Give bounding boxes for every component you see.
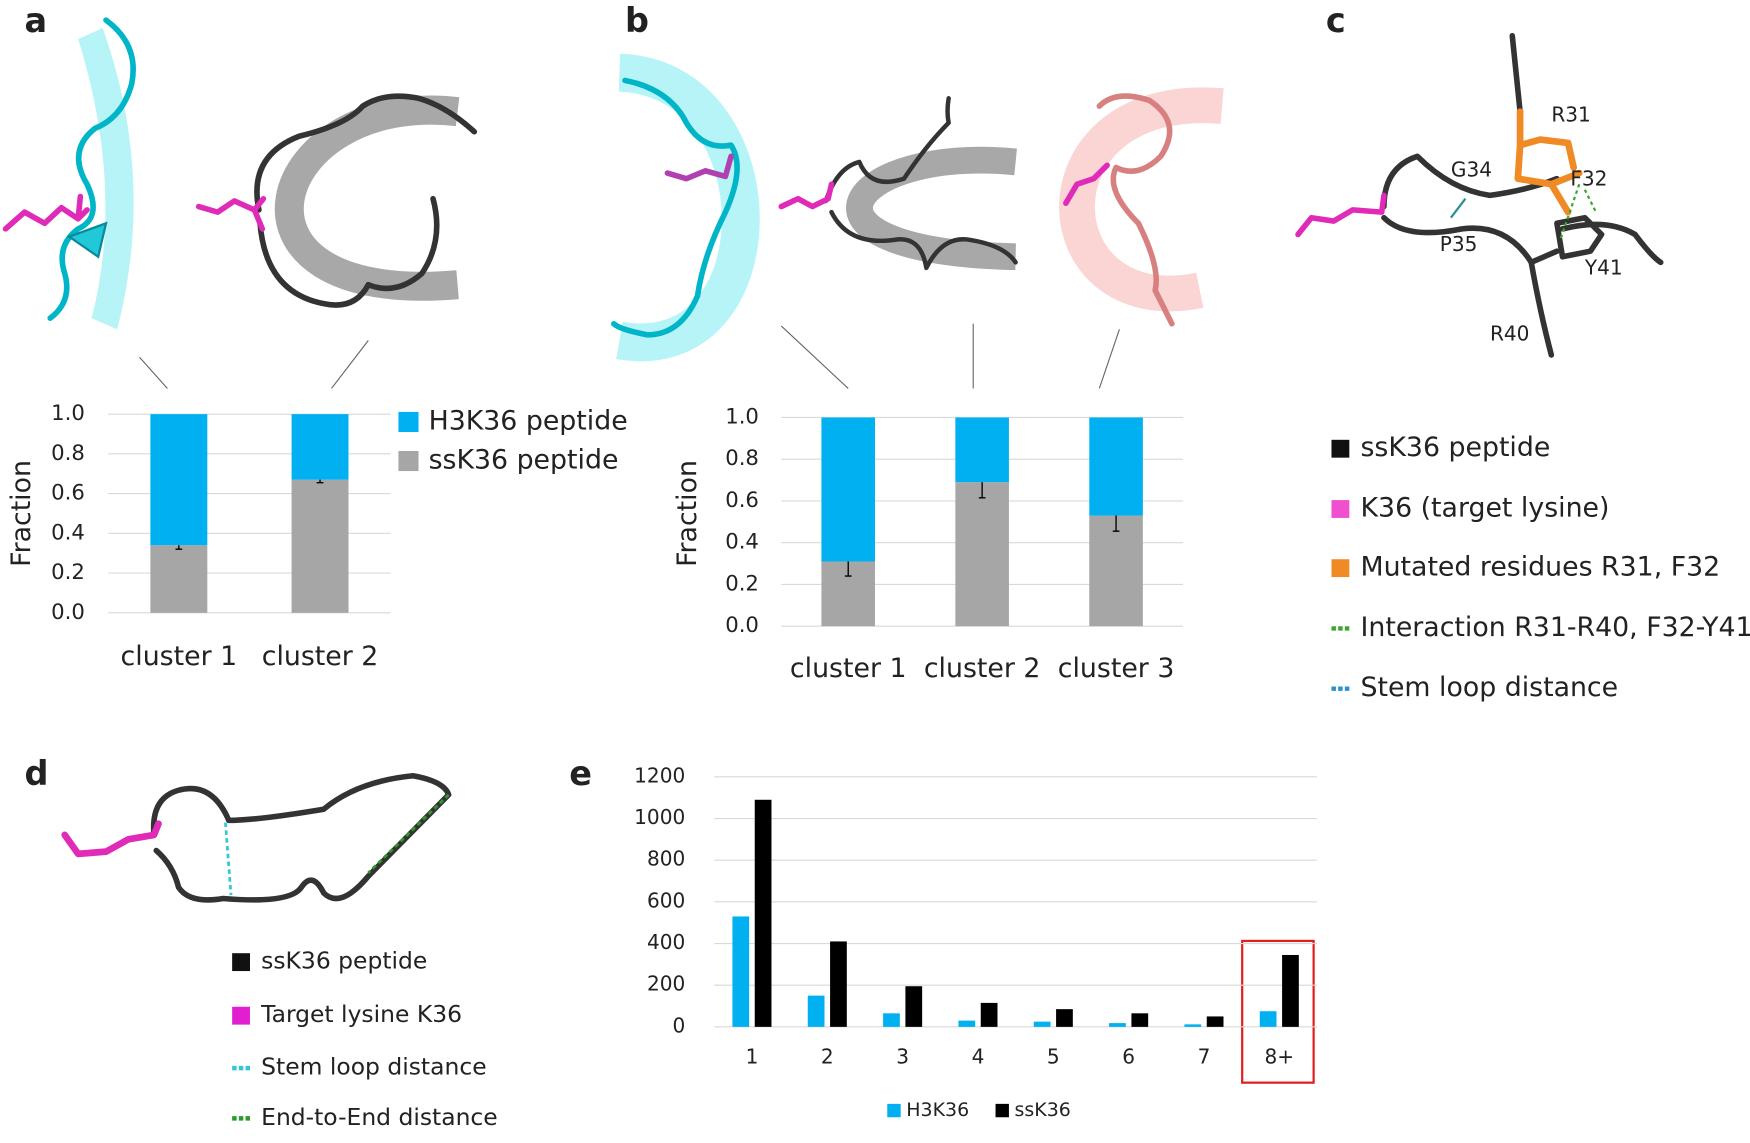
residue-label: R31	[1551, 103, 1591, 127]
bar	[1109, 1023, 1126, 1027]
panel-label: c	[1326, 1, 1346, 40]
legend-swatch	[1331, 439, 1350, 458]
y-tick-label: 0.8	[725, 445, 759, 470]
bar-segment	[1089, 417, 1143, 516]
legend-label: Interaction R31-R40, F32-Y41	[1360, 612, 1750, 643]
bar	[1206, 1016, 1224, 1027]
y-tick-label: 0	[672, 1013, 685, 1037]
y-tick-label: 0.2	[51, 559, 85, 584]
bar-segment	[291, 414, 349, 480]
panel-label: a	[25, 1, 48, 40]
bar	[905, 986, 923, 1027]
legend-swatch	[232, 1006, 250, 1025]
x-tick-label: cluster 2	[924, 653, 1041, 684]
y-tick-label: 0.8	[51, 440, 85, 465]
legend-label: Stem loop distance	[261, 1053, 486, 1081]
residue-label: Y41	[1584, 256, 1623, 280]
y-tick-label: 0.4	[725, 529, 759, 554]
x-tick-label: 8+	[1264, 1045, 1294, 1069]
bar	[830, 941, 847, 1027]
x-tick-label: 7	[1198, 1045, 1211, 1069]
structure-c	[1295, 32, 1664, 358]
panel-label: b	[625, 1, 649, 40]
legend-label: ssK36 peptide	[1360, 432, 1550, 463]
legend-label: H3K36 peptide	[429, 405, 628, 436]
y-tick-label: 800	[647, 847, 685, 871]
y-tick-label: 0.0	[51, 599, 85, 624]
legend-label: ssK36 peptide	[261, 947, 427, 975]
y-tick-label: 0.0	[725, 612, 759, 637]
y-tick-label: 600	[647, 888, 685, 912]
legend-swatch	[1331, 500, 1350, 518]
y-tick-label: 0.6	[725, 487, 759, 512]
bar	[958, 1020, 976, 1027]
bar	[732, 916, 750, 1027]
bar-segment	[955, 417, 1009, 483]
x-tick-label: cluster 2	[262, 641, 379, 672]
y-tick-label: 1.0	[51, 400, 85, 425]
bar	[1184, 1024, 1202, 1027]
legend-label: K36 (target lysine)	[1360, 493, 1609, 524]
x-tick-label: 6	[1122, 1045, 1135, 1069]
bar	[980, 1002, 998, 1027]
legend-label: H3K36	[906, 1099, 969, 1121]
residue-label: R40	[1490, 321, 1530, 345]
panel-label: d	[25, 754, 49, 793]
x-tick-label: 4	[972, 1045, 985, 1069]
legend-label: End-to-End distance	[261, 1103, 498, 1131]
bar-segment	[150, 545, 208, 613]
legend-swatch	[1331, 559, 1350, 578]
legend-label: ssK36 peptide	[429, 445, 619, 476]
legend-label: ssK36	[1015, 1099, 1071, 1121]
y-tick-label: 1.0	[725, 403, 759, 428]
structure-d	[61, 772, 452, 903]
bar	[1259, 1011, 1277, 1027]
residue-label: F32	[1570, 166, 1607, 190]
legend-swatch	[995, 1103, 1009, 1118]
residue-label: P35	[1440, 232, 1478, 256]
x-tick-label: 3	[896, 1045, 909, 1069]
x-tick-label: 5	[1047, 1045, 1060, 1069]
y-axis-label: Fraction	[6, 460, 37, 567]
bar	[754, 799, 772, 1027]
bar-segment	[150, 414, 208, 546]
bar	[1282, 954, 1299, 1027]
bar	[1033, 1021, 1051, 1027]
highlight-box	[1241, 939, 1315, 1084]
x-tick-label: 1	[746, 1045, 759, 1069]
legend-swatch	[398, 450, 419, 472]
legend-swatch	[232, 953, 250, 972]
structure-a	[2, 17, 478, 389]
bar-segment	[1089, 515, 1143, 627]
structure-b	[611, 53, 1224, 389]
x-tick-label: cluster 1	[121, 641, 238, 672]
bar	[1056, 1009, 1073, 1027]
y-tick-label: 0.2	[725, 570, 759, 595]
x-tick-label: cluster 3	[1058, 653, 1175, 684]
y-tick-label: 0.6	[51, 480, 85, 505]
bar-segment	[955, 482, 1009, 627]
bar	[807, 995, 825, 1027]
legend-label: Target lysine K36	[260, 1000, 462, 1028]
bar-segment	[291, 479, 349, 613]
legend-swatch	[887, 1103, 901, 1118]
panel-label: e	[569, 754, 592, 793]
bar-segment	[821, 417, 875, 562]
legend-label: Stem loop distance	[1360, 672, 1618, 703]
x-tick-label: cluster 1	[790, 653, 907, 684]
legend-label: Mutated residues R31, F32	[1360, 552, 1720, 583]
y-tick-label: 400	[647, 930, 685, 954]
y-tick-label: 1000	[634, 805, 685, 829]
y-axis-label: Fraction	[672, 460, 703, 567]
y-tick-label: 1200	[634, 763, 685, 787]
y-tick-label: 200	[647, 972, 685, 996]
y-tick-label: 0.4	[51, 519, 85, 544]
residue-label: G34	[1451, 157, 1492, 181]
bar	[1131, 1013, 1149, 1027]
legend-swatch	[398, 411, 419, 432]
bar	[883, 1013, 900, 1027]
x-tick-label: 2	[821, 1045, 834, 1069]
